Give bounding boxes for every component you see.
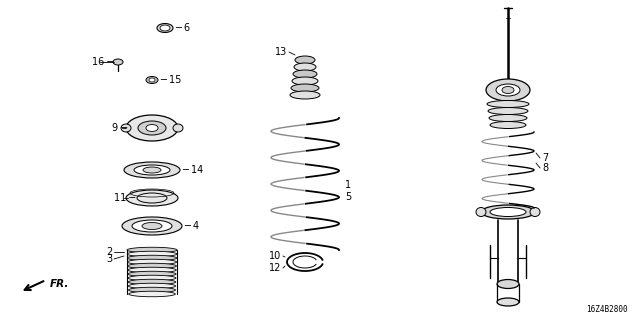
- Ellipse shape: [126, 115, 178, 141]
- Ellipse shape: [128, 267, 176, 273]
- Text: 9 ─: 9 ─: [112, 123, 127, 133]
- Ellipse shape: [127, 255, 177, 261]
- Text: 11 ─: 11 ─: [114, 193, 135, 203]
- Ellipse shape: [295, 56, 315, 64]
- Ellipse shape: [496, 84, 520, 96]
- Text: 12: 12: [269, 263, 281, 273]
- Ellipse shape: [173, 124, 183, 132]
- Ellipse shape: [530, 207, 540, 217]
- Text: 10: 10: [269, 251, 281, 261]
- Ellipse shape: [129, 291, 175, 297]
- Ellipse shape: [497, 298, 519, 306]
- Ellipse shape: [497, 279, 519, 289]
- Ellipse shape: [481, 205, 535, 219]
- Ellipse shape: [290, 91, 320, 99]
- Text: 13: 13: [275, 47, 287, 57]
- Text: 3: 3: [106, 254, 112, 264]
- Ellipse shape: [126, 190, 178, 206]
- Ellipse shape: [143, 167, 161, 173]
- Ellipse shape: [502, 86, 514, 93]
- Ellipse shape: [490, 207, 526, 217]
- Ellipse shape: [486, 79, 530, 101]
- Ellipse shape: [127, 247, 177, 253]
- Ellipse shape: [127, 259, 177, 265]
- Ellipse shape: [129, 287, 175, 293]
- Ellipse shape: [134, 165, 170, 175]
- Text: ─ 15: ─ 15: [160, 75, 181, 85]
- Ellipse shape: [490, 122, 526, 129]
- Ellipse shape: [146, 76, 158, 84]
- Text: 7: 7: [542, 153, 548, 163]
- Ellipse shape: [124, 162, 180, 178]
- Ellipse shape: [121, 124, 131, 132]
- Ellipse shape: [160, 25, 170, 31]
- Ellipse shape: [142, 222, 162, 229]
- Ellipse shape: [128, 275, 176, 281]
- Text: ─ 6: ─ 6: [175, 23, 190, 33]
- Ellipse shape: [488, 108, 528, 115]
- Ellipse shape: [149, 78, 155, 82]
- Text: 1: 1: [345, 180, 351, 190]
- Ellipse shape: [292, 77, 318, 85]
- Ellipse shape: [157, 23, 173, 33]
- Ellipse shape: [489, 115, 527, 122]
- Ellipse shape: [128, 279, 176, 285]
- Ellipse shape: [122, 217, 182, 235]
- Ellipse shape: [127, 263, 177, 269]
- Text: 8: 8: [542, 163, 548, 173]
- Text: 5: 5: [345, 192, 351, 202]
- Ellipse shape: [132, 220, 172, 232]
- Ellipse shape: [138, 121, 166, 135]
- Ellipse shape: [487, 100, 529, 108]
- Text: ─ 4: ─ 4: [184, 221, 199, 231]
- Text: 16 ─: 16 ─: [92, 57, 113, 67]
- Ellipse shape: [127, 251, 177, 257]
- Ellipse shape: [129, 283, 175, 289]
- Text: 16Z4B2800: 16Z4B2800: [586, 305, 628, 314]
- Ellipse shape: [113, 59, 123, 65]
- Text: 2: 2: [106, 247, 112, 257]
- Ellipse shape: [294, 63, 316, 71]
- Ellipse shape: [476, 207, 486, 217]
- Text: ─ 14: ─ 14: [182, 165, 204, 175]
- Ellipse shape: [293, 70, 317, 78]
- Ellipse shape: [128, 271, 176, 277]
- Ellipse shape: [291, 84, 319, 92]
- Text: FR.: FR.: [50, 279, 69, 289]
- Ellipse shape: [146, 124, 158, 132]
